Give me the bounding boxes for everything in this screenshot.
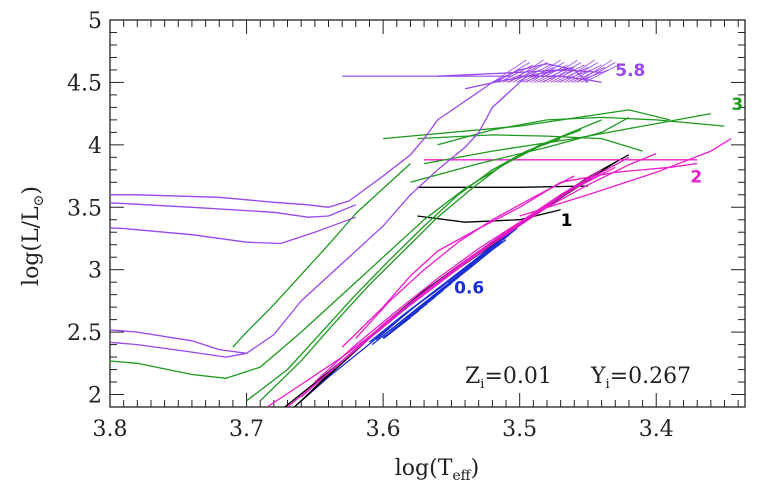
metallicity-annotation: Zi=0.01: [465, 364, 552, 392]
y-tick-label: 4.5: [67, 71, 102, 96]
hatch-line: [543, 59, 578, 83]
y-prefix: Y: [590, 364, 606, 389]
z-subscript: i: [480, 377, 484, 392]
hatch-line: [529, 62, 565, 83]
series-5-8-group: [110, 59, 619, 358]
series-label-5-8: 5.8: [615, 61, 645, 81]
y-axis-label-group: log(L/L⊙): [19, 186, 47, 286]
x-axis-label: log(Teff): [395, 456, 479, 484]
helium-annotation: Yi=0.267: [590, 364, 691, 392]
x-axis-label-close: ): [471, 456, 480, 481]
y-axis-label-close: ): [19, 186, 44, 195]
series-label-3: 3: [731, 95, 743, 115]
z-prefix: Z: [465, 364, 480, 389]
track-line: [110, 119, 602, 379]
track-line: [110, 63, 589, 208]
hatch-line: [567, 64, 602, 83]
x-tick-label: 3.4: [639, 417, 674, 442]
hatch-line: [563, 62, 599, 83]
track-line: [110, 202, 357, 218]
hatch-line: [546, 62, 582, 83]
hatch-line: [570, 67, 606, 83]
tick-label-layer: 3.8 3.7 3.6 3.5 3.4 2 2.5 3 3.5 4 4.5 5: [67, 9, 674, 442]
series-label-2: 2: [690, 167, 702, 187]
x-axis-label-text: log(T: [395, 456, 453, 481]
plot-frame-layer: [109, 19, 746, 408]
track-line: [519, 138, 732, 217]
track-line: [232, 163, 411, 348]
track-line: [417, 185, 589, 188]
hatch-line: [499, 64, 534, 83]
y-tick-label: 4: [88, 134, 102, 159]
hatch-line: [577, 59, 613, 83]
hatch-line: [519, 67, 554, 83]
track-line: [417, 134, 643, 152]
hatch-line: [533, 64, 568, 83]
hatch-line: [502, 67, 537, 83]
track-line: [300, 156, 630, 398]
plot-frame: [109, 19, 746, 408]
track-line: [437, 69, 602, 77]
hatch-line: [584, 64, 619, 83]
track-line: [560, 162, 698, 183]
track-line: [246, 137, 561, 402]
track-line: [437, 116, 725, 146]
series-2-group: [266, 138, 732, 407]
hatch-line: [492, 59, 527, 83]
y-axis-label-sun-symbol: ⊙: [31, 195, 47, 207]
hatch-line: [550, 64, 585, 83]
y-tick-label: 5: [88, 9, 102, 34]
hatch-line: [509, 59, 544, 83]
series-label-0-6: 0.6: [454, 278, 484, 298]
hatch-line: [516, 64, 551, 83]
y-axis-label-text: log(L/L: [19, 206, 44, 286]
hatch-line: [536, 67, 572, 83]
track-line: [423, 112, 712, 165]
x-tick-label: 3.8: [93, 417, 128, 442]
track-line: [314, 169, 602, 383]
x-axis-label-sub: eff: [452, 468, 471, 484]
y-tick-label: 3.5: [67, 196, 102, 221]
track-line: [383, 109, 671, 140]
track-line: [110, 341, 247, 358]
y-axis-label: log(L/L⊙): [19, 186, 47, 286]
hatch-line: [495, 62, 531, 83]
track-line: [464, 66, 575, 90]
series-3-group: [110, 109, 725, 402]
track-line: [110, 216, 357, 245]
track-line: [410, 116, 630, 183]
track-line: [110, 75, 527, 354]
y-tick-label: 3: [88, 259, 102, 284]
track-line: [355, 175, 575, 339]
x-tick-label: 3.5: [502, 417, 537, 442]
series-label-layer: 0.6 1 2 3 5.8: [454, 61, 743, 298]
y-value: =0.267: [610, 364, 691, 389]
series-label-1: 1: [561, 211, 573, 231]
z-value: =0.01: [484, 364, 551, 389]
y-tick-label: 2.5: [67, 321, 102, 346]
x-tick-label: 3.7: [229, 417, 264, 442]
series-layer: [110, 59, 732, 407]
hatch-line: [512, 62, 548, 83]
track-line: [266, 152, 657, 407]
y-tick-label: 2: [88, 384, 102, 409]
hatch-line: [580, 62, 616, 83]
hatch-line: [526, 59, 561, 83]
x-tick-label: 3.6: [366, 417, 401, 442]
y-subscript: i: [606, 377, 610, 392]
track-line: [259, 129, 582, 402]
hatch-line: [553, 67, 589, 83]
hatch-line: [560, 59, 596, 83]
track-line: [341, 181, 561, 348]
hatch-line: [488, 227, 518, 250]
